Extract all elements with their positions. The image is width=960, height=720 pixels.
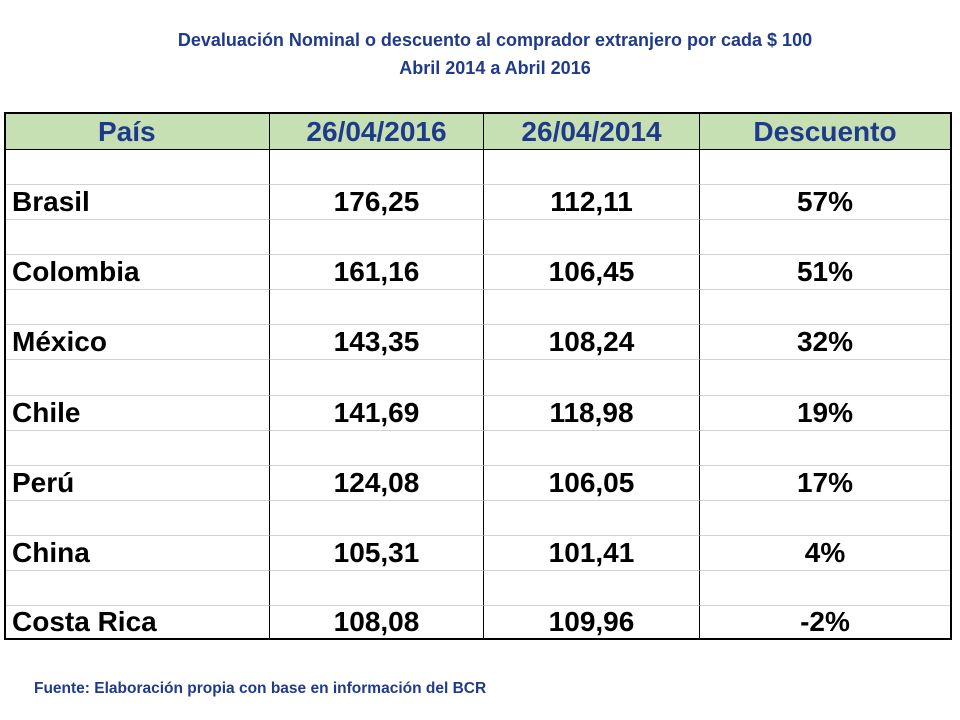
cell-discount: 32% <box>700 325 950 361</box>
cell-discount: 57% <box>700 185 950 221</box>
table-spacer-cell <box>700 431 950 466</box>
table-spacer-cell <box>6 290 270 326</box>
cell-country: Perú <box>6 465 270 501</box>
table-spacer-cell <box>270 360 484 396</box>
table-spacer-cell <box>270 150 484 186</box>
cell-discount: 19% <box>700 396 950 431</box>
table-spacer-cell <box>484 360 700 396</box>
table-spacer-cell <box>484 430 700 466</box>
cell-2016: 108,08 <box>270 606 484 638</box>
cell-country: México <box>6 325 270 361</box>
cell-2016: 161,16 <box>270 255 484 291</box>
cell-2014: 112,11 <box>484 185 700 221</box>
cell-discount: 4% <box>700 536 950 571</box>
table-spacer-cell <box>6 570 270 606</box>
table-spacer-cell <box>484 570 700 606</box>
source-note: Fuente: Elaboración propia con base en i… <box>34 680 487 697</box>
title-line-2: Abril 2014 a Abril 2016 <box>399 58 591 78</box>
table-spacer-cell <box>270 500 484 536</box>
table-spacer-cell <box>700 501 950 536</box>
table-spacer-cell <box>270 430 484 466</box>
cell-2016: 124,08 <box>270 465 484 501</box>
cell-2016: 141,69 <box>270 395 484 431</box>
table-spacer-cell <box>700 220 950 256</box>
cell-2016: 105,31 <box>270 535 484 571</box>
table-spacer-cell <box>6 360 270 396</box>
header-date-2016: 26/04/2016 <box>270 114 484 150</box>
cell-2014: 108,24 <box>484 325 700 361</box>
table-spacer-cell <box>6 220 270 256</box>
cell-country: Chile <box>6 395 270 431</box>
header-country: País <box>6 114 270 150</box>
page-title: Devaluación Nominal o descuento al compr… <box>0 26 960 82</box>
header-date-2014: 26/04/2014 <box>484 114 700 150</box>
cell-2014: 106,45 <box>484 255 700 291</box>
table-spacer-cell <box>484 150 700 186</box>
cell-2014: 109,96 <box>484 606 700 638</box>
table-spacer-cell <box>484 290 700 326</box>
table-spacer-cell <box>270 570 484 606</box>
cell-2016: 176,25 <box>270 185 484 221</box>
cell-country: Colombia <box>6 255 270 291</box>
cell-country: Brasil <box>6 185 270 221</box>
cell-discount: 17% <box>700 466 950 501</box>
table-spacer-cell <box>6 500 270 536</box>
table-spacer-cell <box>700 571 950 606</box>
cell-country: Costa Rica <box>6 606 270 638</box>
table-spacer-cell <box>700 360 950 396</box>
table-grid: País 26/04/2016 26/04/2014 Descuento Bra… <box>6 114 950 638</box>
table-spacer-cell <box>484 220 700 256</box>
cell-2016: 143,35 <box>270 325 484 361</box>
cell-discount: 51% <box>700 255 950 291</box>
table-spacer-cell <box>484 500 700 536</box>
header-discount: Descuento <box>700 114 950 150</box>
table-spacer-cell <box>270 220 484 256</box>
table-spacer-cell <box>700 150 950 186</box>
devaluation-table: País 26/04/2016 26/04/2014 Descuento Bra… <box>4 112 952 640</box>
cell-2014: 101,41 <box>484 535 700 571</box>
table-spacer-cell <box>270 290 484 326</box>
cell-2014: 118,98 <box>484 395 700 431</box>
cell-country: China <box>6 535 270 571</box>
table-spacer-cell <box>700 290 950 326</box>
cell-2014: 106,05 <box>484 465 700 501</box>
title-line-1: Devaluación Nominal o descuento al compr… <box>177 30 813 50</box>
table-spacer-cell <box>6 430 270 466</box>
table-spacer-cell <box>6 150 270 186</box>
cell-discount: -2% <box>800 606 850 637</box>
